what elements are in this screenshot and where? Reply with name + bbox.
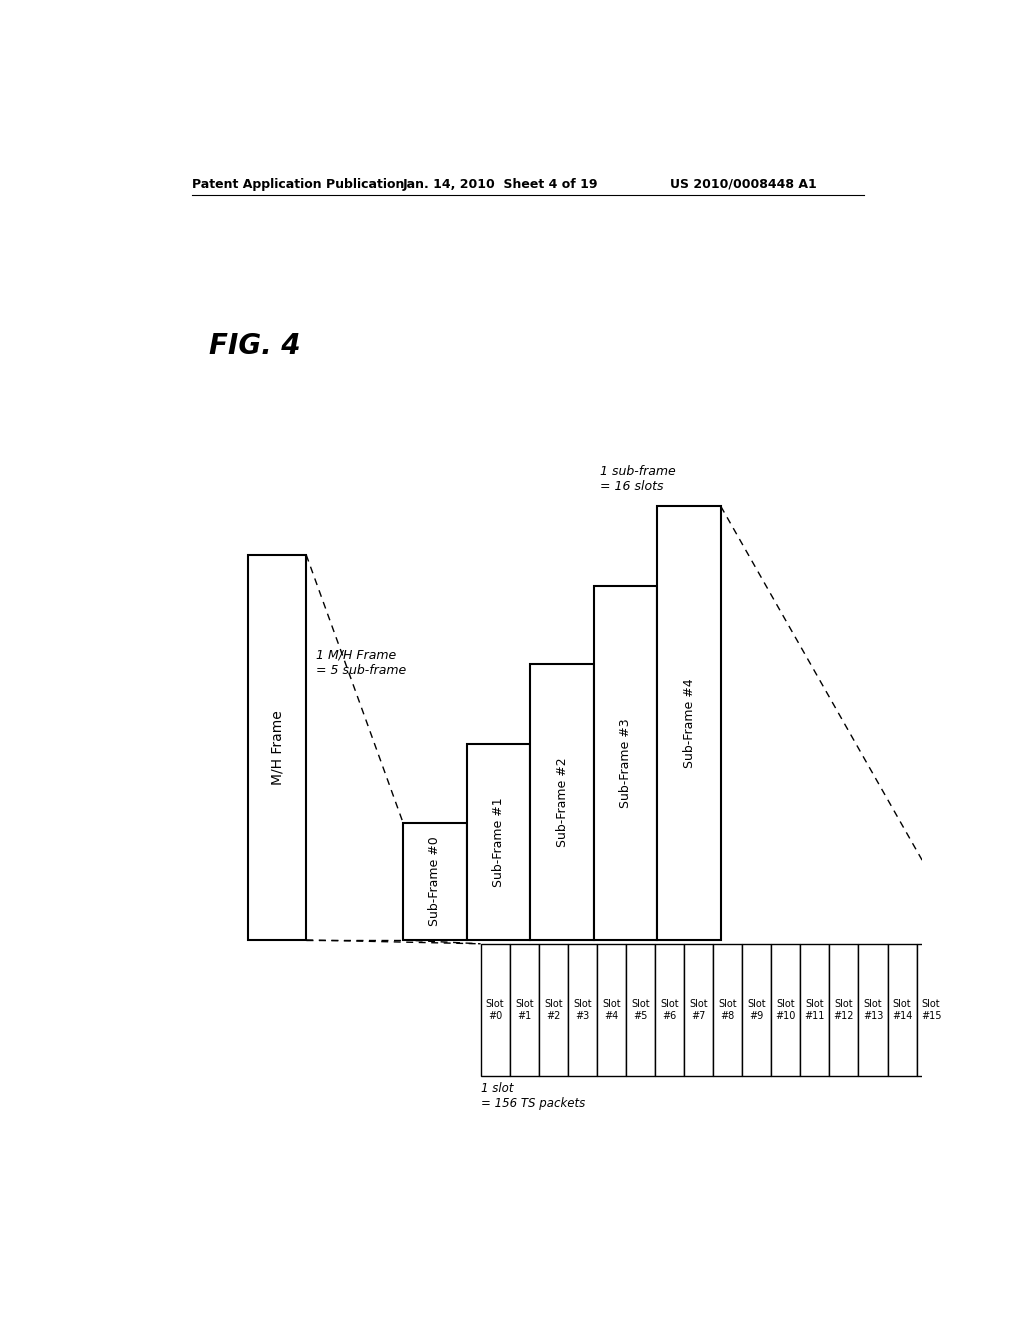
Text: Slot
#13: Slot #13: [863, 999, 883, 1020]
Text: 1 slot
= 156 TS packets: 1 slot = 156 TS packets: [480, 1082, 585, 1110]
Bar: [403, 822, 467, 940]
Text: Slot
#10: Slot #10: [775, 999, 796, 1020]
Bar: [597, 944, 626, 1076]
Bar: [829, 944, 858, 1076]
Text: Slot
#1: Slot #1: [515, 999, 534, 1020]
Text: Sub-Frame #3: Sub-Frame #3: [620, 718, 632, 808]
Bar: [568, 944, 597, 1076]
Text: Slot
#12: Slot #12: [834, 999, 854, 1020]
Bar: [858, 944, 888, 1076]
Bar: [248, 554, 306, 940]
Text: Slot
#6: Slot #6: [660, 999, 679, 1020]
Bar: [888, 944, 916, 1076]
Text: Patent Application Publication: Patent Application Publication: [191, 178, 403, 190]
Text: Sub-Frame #0: Sub-Frame #0: [428, 837, 441, 927]
Text: Slot
#15: Slot #15: [921, 999, 941, 1020]
Bar: [467, 743, 530, 940]
Bar: [916, 944, 945, 1076]
Text: US 2010/0008448 A1: US 2010/0008448 A1: [671, 178, 817, 190]
Bar: [771, 944, 801, 1076]
Text: Slot
#0: Slot #0: [485, 999, 505, 1020]
Bar: [655, 944, 684, 1076]
Text: Jan. 14, 2010  Sheet 4 of 19: Jan. 14, 2010 Sheet 4 of 19: [403, 178, 599, 190]
Text: 1 M/H Frame
= 5 sub-frame: 1 M/H Frame = 5 sub-frame: [315, 648, 406, 677]
Bar: [684, 944, 713, 1076]
Text: Slot
#4: Slot #4: [602, 999, 621, 1020]
Bar: [801, 944, 829, 1076]
Text: Slot
#2: Slot #2: [544, 999, 562, 1020]
Bar: [657, 507, 721, 940]
Bar: [480, 944, 510, 1076]
Bar: [713, 944, 742, 1076]
Text: Slot
#5: Slot #5: [631, 999, 650, 1020]
Bar: [510, 944, 539, 1076]
Text: Sub-Frame #4: Sub-Frame #4: [683, 678, 695, 768]
Bar: [742, 944, 771, 1076]
Text: Slot
#14: Slot #14: [892, 999, 912, 1020]
Bar: [530, 664, 594, 940]
Text: M/H Frame: M/H Frame: [270, 710, 285, 785]
Text: Sub-Frame #2: Sub-Frame #2: [555, 758, 568, 847]
Text: Slot
#7: Slot #7: [689, 999, 708, 1020]
Bar: [539, 944, 568, 1076]
Text: Sub-Frame #1: Sub-Frame #1: [492, 797, 505, 887]
Text: Slot
#9: Slot #9: [748, 999, 766, 1020]
Text: Slot
#3: Slot #3: [573, 999, 592, 1020]
Text: Slot
#11: Slot #11: [805, 999, 825, 1020]
Text: 1 sub-frame
= 16 slots: 1 sub-frame = 16 slots: [600, 465, 676, 492]
Text: Slot
#8: Slot #8: [719, 999, 737, 1020]
Bar: [626, 944, 655, 1076]
Text: FIG. 4: FIG. 4: [209, 331, 301, 359]
Bar: [594, 586, 657, 940]
